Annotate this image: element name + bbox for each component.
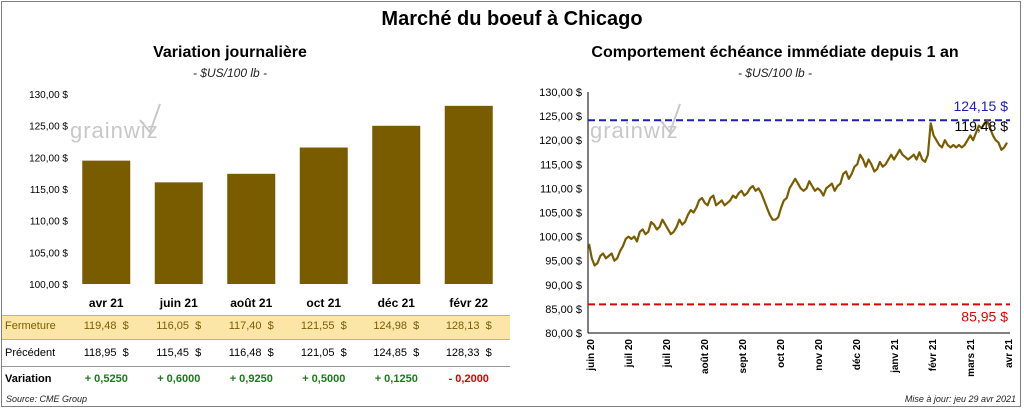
y-tick-label: 125,00 $ (29, 122, 68, 133)
watermark-text: grainwiz (590, 118, 679, 143)
x-tick-label: sept 20 (738, 339, 749, 374)
x-tick-label: juil 20 (624, 339, 635, 369)
updated-note: Mise à jour: jeu 29 avr 2021 (904, 394, 1016, 404)
precedent-cell: 118,95 $ (83, 347, 129, 359)
x-tick-label: déc 20 (852, 339, 863, 371)
variation-cell: + 0,5250 (84, 373, 128, 385)
fermeture-cell: 128,13 $ (445, 320, 492, 332)
precedent-cell: 121,05 $ (300, 347, 347, 359)
price-line (587, 119, 1008, 267)
x-tick-label: août 21 (230, 296, 272, 310)
bar-chart: 100,00 $ 105,00 $ 110,00 $ 115,00 $ 120,00 $… (29, 90, 493, 310)
x-tick-label: juin 20 (586, 339, 597, 372)
x-tick-label: juil 20 (662, 339, 673, 369)
fermeture-cell: 121,55 $ (300, 320, 347, 332)
y-tick-label: 100,00 $ (539, 232, 582, 244)
table-separator (2, 366, 510, 367)
source-note: Source: CME Group (6, 394, 88, 404)
y-tick-label: 90,00 $ (545, 280, 582, 292)
y-tick-label: 120,00 $ (29, 153, 68, 164)
last-value-label: 119,48 $ (955, 118, 1009, 134)
variation-cell: - 0,2000 (448, 373, 489, 385)
y-tick-label: 120,00 $ (539, 135, 582, 147)
bar (154, 182, 203, 284)
precedent-cell: 124,85 $ (373, 347, 420, 359)
x-tick-label: mars 21 (966, 339, 977, 377)
y-tick-label: 115,00 $ (540, 159, 582, 171)
fermeture-cell: 117,40 $ (228, 320, 274, 332)
y-tick-label: 115,00 $ (30, 185, 69, 196)
y-tick-label: 130,00 $ (29, 90, 68, 101)
bar (227, 173, 276, 284)
x-tick-label: oct 20 (776, 339, 787, 368)
watermark-icon (139, 103, 161, 134)
y-tick-label: 110,00 $ (30, 217, 69, 228)
bar (444, 105, 493, 285)
precedent-cell: 116,48 $ (228, 347, 274, 359)
fermeture-cell: 124,98 $ (373, 320, 420, 332)
y-tick-label: 110,00 $ (540, 183, 582, 195)
bar (299, 147, 348, 284)
row-label-variation: Variation (5, 373, 52, 385)
row-label-precedent: Précédent (5, 347, 56, 359)
row-label-fermeture: Fermeture (5, 320, 56, 332)
bar (82, 160, 131, 284)
x-tick-label: avr 21 (1004, 339, 1015, 368)
y-tick-label: 130,00 $ (539, 87, 582, 99)
watermark-icon (659, 103, 681, 134)
y-tick-label: 125,00 $ (539, 111, 582, 123)
y-tick-label: 95,00 $ (545, 256, 582, 268)
line-chart-title: Comportement échéance immédiate depuis 1… (591, 44, 959, 61)
bar (372, 125, 421, 284)
line-chart-unit: - $US/100 lb - (737, 66, 813, 80)
y-tick-label: 100,00 $ (29, 280, 68, 291)
precedent-cell: 128,33 $ (445, 347, 492, 359)
fermeture-cell: 119,48 $ (83, 320, 129, 332)
variation-cell: + 0,5000 (302, 373, 346, 385)
y-tick-label: 85,00 $ (545, 304, 582, 316)
x-tick-label: nov 20 (814, 339, 825, 371)
x-tick-label: févr 21 (928, 339, 939, 372)
x-tick-label: août 20 (700, 339, 711, 374)
x-tick-label: févr 22 (449, 296, 488, 310)
x-tick-label: juin 21 (159, 296, 198, 310)
variation-cell: + 0,9250 (229, 373, 273, 385)
reference-label: 85,95 $ (961, 308, 1008, 324)
fermeture-cell: 116,05 $ (156, 320, 202, 332)
y-tick-label: 105,00 $ (29, 248, 68, 259)
variation-cell: + 0,1250 (374, 373, 418, 385)
precedent-cell: 115,45 $ (156, 347, 202, 359)
variation-cell: + 0,6000 (157, 373, 201, 385)
main-title: Marché du boeuf à Chicago (381, 8, 643, 30)
x-tick-label: oct 21 (306, 296, 341, 310)
table-row-fermeture (2, 315, 510, 340)
bar-chart-title: Variation journalière (153, 44, 307, 61)
bar-chart-unit: - $US/100 lb - (192, 66, 268, 80)
x-tick-label: janv 21 (890, 339, 901, 374)
y-tick-label: 105,00 $ (539, 208, 582, 220)
reference-label: 124,15 $ (954, 98, 1009, 114)
x-tick-label: déc 21 (378, 296, 416, 310)
x-tick-label: avr 21 (89, 296, 124, 310)
y-tick-label: 80,00 $ (545, 328, 582, 340)
